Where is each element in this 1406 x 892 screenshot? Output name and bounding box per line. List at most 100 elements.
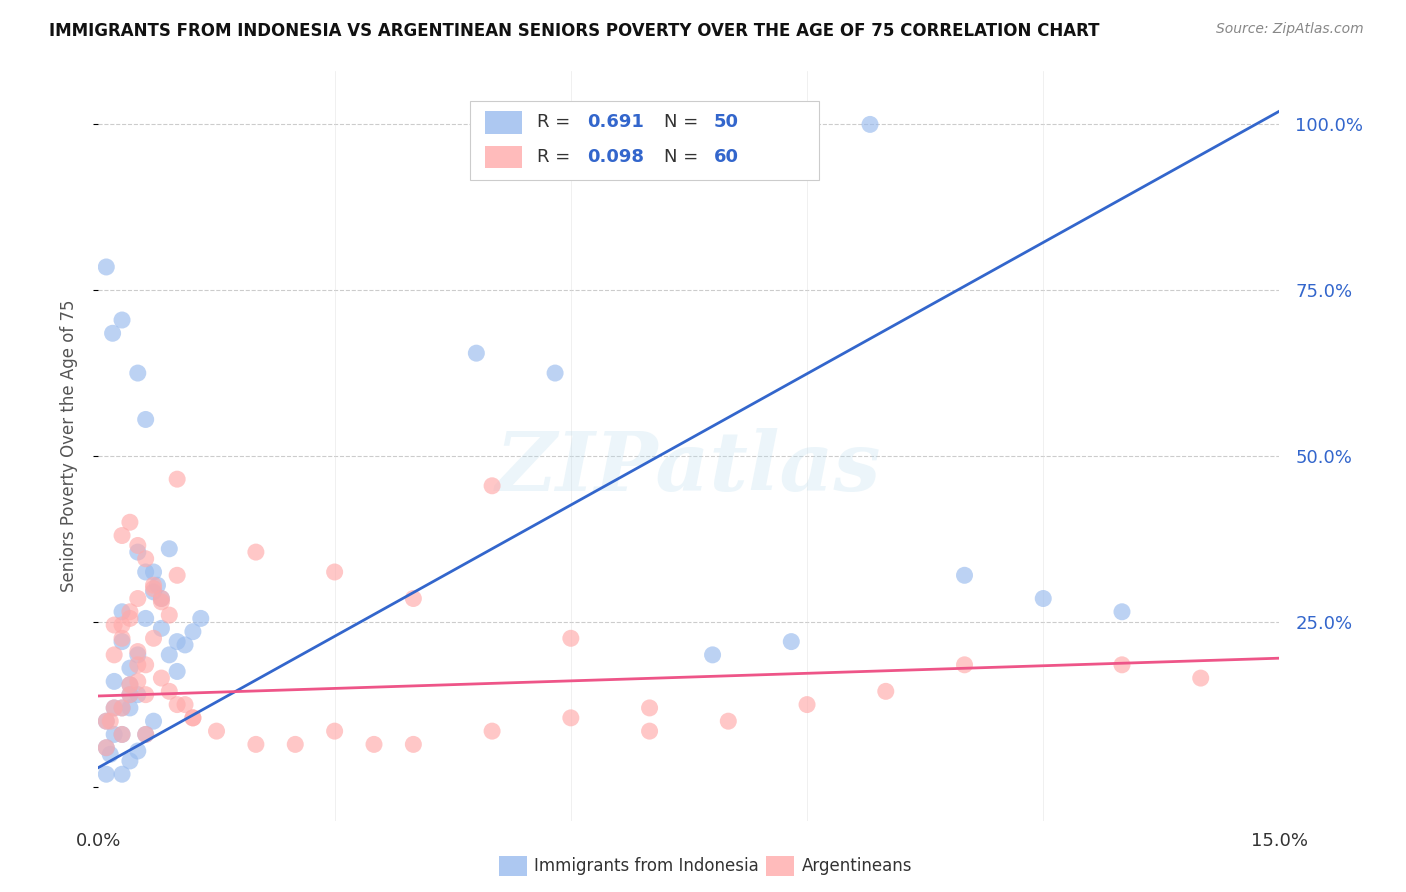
Text: 50: 50	[714, 113, 738, 131]
Point	[111, 767, 134, 781]
Point	[127, 744, 149, 758]
Text: Argentineans: Argentineans	[801, 857, 912, 875]
Point	[96, 260, 118, 274]
Text: ZIPatlas: ZIPatlas	[496, 428, 882, 508]
Point	[96, 714, 118, 728]
Point	[638, 701, 661, 715]
Point	[150, 591, 173, 606]
Point	[560, 632, 582, 646]
Text: N =: N =	[664, 148, 704, 166]
Point	[1111, 605, 1133, 619]
Point	[1189, 671, 1212, 685]
Point	[166, 665, 188, 679]
Point	[544, 366, 567, 380]
Point	[101, 326, 124, 341]
Point	[111, 727, 134, 741]
Point	[98, 747, 121, 762]
Point	[245, 545, 267, 559]
Point	[127, 545, 149, 559]
Point	[481, 479, 503, 493]
Point	[103, 674, 125, 689]
Point	[111, 632, 134, 646]
Point	[1111, 657, 1133, 672]
Point	[638, 724, 661, 739]
Point	[402, 591, 425, 606]
Point	[111, 618, 134, 632]
Point	[127, 657, 149, 672]
Point	[103, 618, 125, 632]
Point	[150, 621, 173, 635]
Point	[181, 711, 204, 725]
Point	[190, 611, 212, 625]
Point	[142, 565, 165, 579]
Point	[780, 634, 803, 648]
Text: N =: N =	[664, 113, 704, 131]
Point	[118, 611, 141, 625]
Point	[118, 754, 141, 768]
Point	[142, 714, 165, 728]
Point	[135, 688, 157, 702]
Point	[174, 638, 197, 652]
Point	[157, 684, 180, 698]
Point	[702, 648, 724, 662]
Point	[118, 605, 141, 619]
Point	[796, 698, 818, 712]
Point	[1032, 591, 1054, 606]
Point	[402, 738, 425, 752]
Point	[127, 648, 149, 662]
Point	[118, 515, 141, 529]
Point	[142, 632, 165, 646]
Point	[717, 714, 740, 728]
Text: R =: R =	[537, 148, 575, 166]
Point	[157, 648, 180, 662]
Point	[111, 727, 134, 741]
Point	[560, 711, 582, 725]
Point	[118, 701, 141, 715]
Text: Source: ZipAtlas.com: Source: ZipAtlas.com	[1216, 22, 1364, 37]
Point	[103, 701, 125, 715]
Point	[127, 644, 149, 658]
Point	[323, 565, 346, 579]
Point	[118, 688, 141, 702]
FancyBboxPatch shape	[471, 102, 818, 180]
Point	[181, 711, 204, 725]
Point	[135, 565, 157, 579]
Y-axis label: Seniors Poverty Over the Age of 75: Seniors Poverty Over the Age of 75	[59, 300, 77, 592]
Point	[135, 551, 157, 566]
Point	[111, 528, 134, 542]
Point	[111, 701, 134, 715]
Point	[135, 412, 157, 426]
Point	[166, 698, 188, 712]
Point	[166, 568, 188, 582]
Point	[157, 541, 180, 556]
Point	[103, 727, 125, 741]
Point	[103, 701, 125, 715]
Point	[323, 724, 346, 739]
Point	[150, 591, 173, 606]
Text: R =: R =	[537, 113, 575, 131]
Point	[111, 313, 134, 327]
Point	[98, 714, 121, 728]
Point	[111, 605, 134, 619]
Point	[118, 678, 141, 692]
Point	[875, 684, 897, 698]
Point	[118, 661, 141, 675]
Text: 0.691: 0.691	[588, 113, 644, 131]
Point	[953, 657, 976, 672]
Point	[96, 740, 118, 755]
Point	[157, 608, 180, 623]
Point	[135, 727, 157, 741]
Text: 0.098: 0.098	[588, 148, 644, 166]
Point	[127, 366, 149, 380]
Point	[111, 634, 134, 648]
FancyBboxPatch shape	[485, 112, 523, 134]
Point	[118, 678, 141, 692]
Point	[481, 724, 503, 739]
Point	[127, 539, 149, 553]
Point	[135, 657, 157, 672]
Point	[166, 634, 188, 648]
Point	[96, 767, 118, 781]
Point	[174, 698, 197, 712]
Point	[127, 674, 149, 689]
Point	[150, 595, 173, 609]
